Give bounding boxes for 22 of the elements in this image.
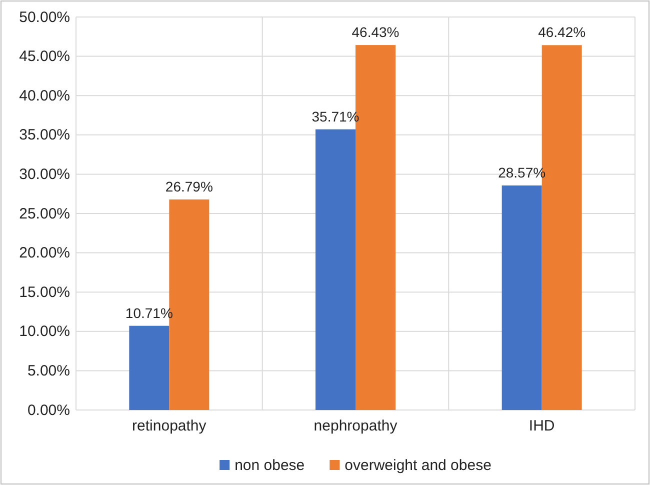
x-tick-label: nephropathy <box>314 418 398 435</box>
bar <box>129 326 170 410</box>
y-tick-label: 40.00% <box>19 87 70 104</box>
x-tick-label: IHD <box>528 418 555 435</box>
data-label: 26.79% <box>165 178 213 194</box>
y-tick-label: 15.00% <box>19 284 70 301</box>
y-tick-label: 50.00% <box>19 8 70 26</box>
y-tick-label: 20.00% <box>19 244 70 262</box>
y-tick-label: 5.00% <box>27 362 70 380</box>
data-label: 46.42% <box>538 24 586 40</box>
y-tick-label: 10.00% <box>19 323 70 340</box>
legend-label: overweight and obese <box>344 457 492 474</box>
data-label: 46.43% <box>352 24 400 40</box>
y-tick-label: 0.00% <box>27 402 70 419</box>
y-tick-label: 45.00% <box>19 48 70 66</box>
y-tick-label: 30.00% <box>19 166 70 183</box>
legend-label: non obese <box>234 457 305 474</box>
bar <box>316 129 356 410</box>
y-tick-label: 35.00% <box>19 126 70 144</box>
x-tick-label: retinopathy <box>132 418 207 435</box>
y-tick-label: 25.00% <box>19 205 70 222</box>
bar <box>502 185 542 410</box>
